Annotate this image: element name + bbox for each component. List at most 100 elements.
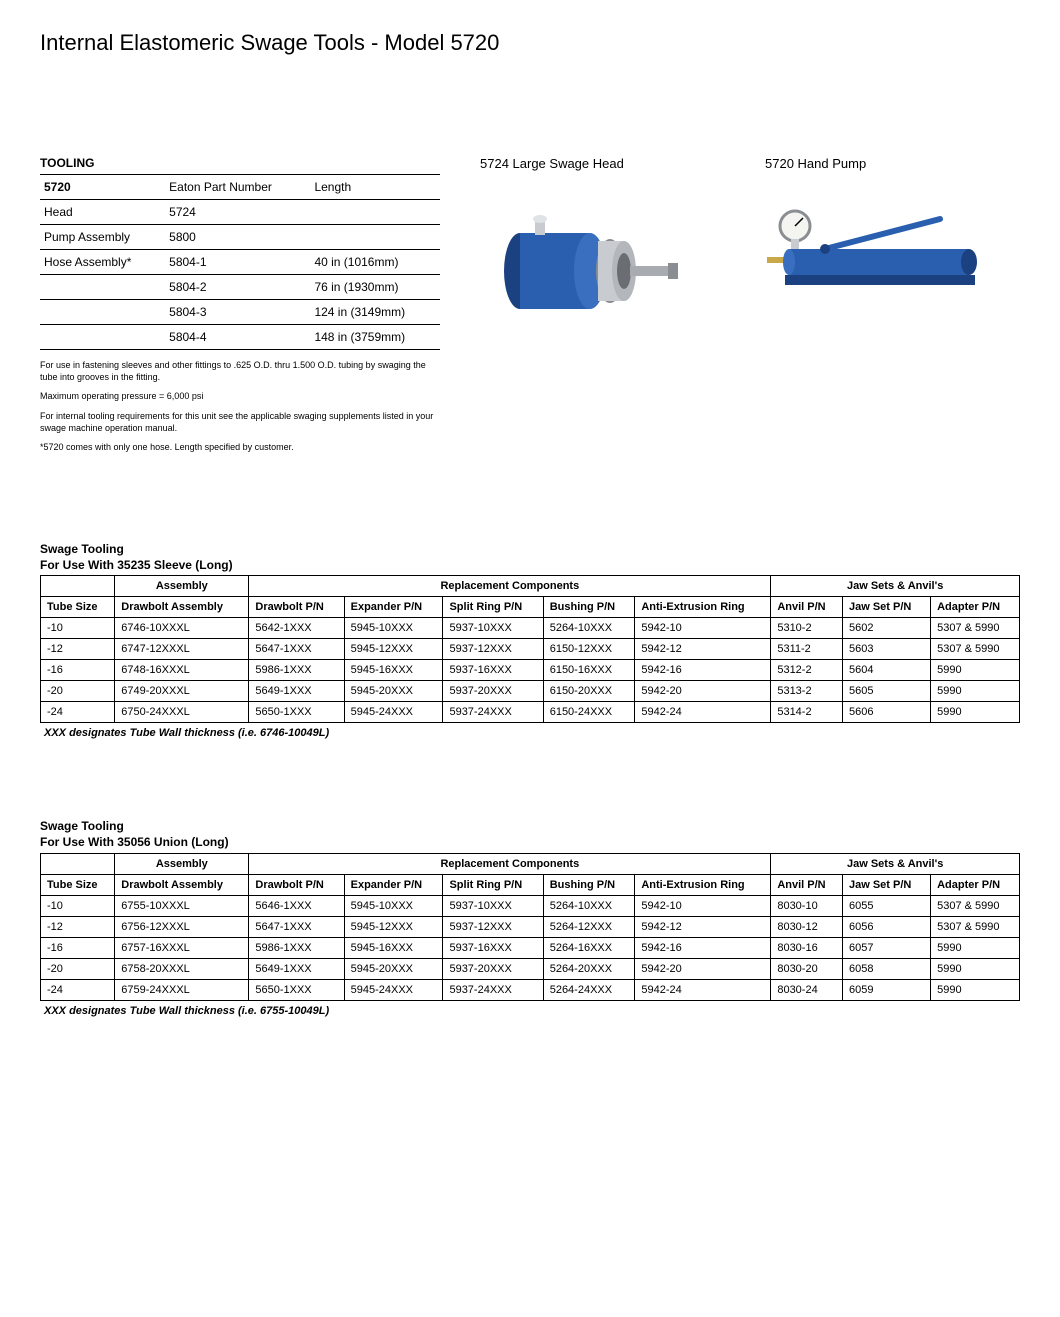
- data-cell: 5942-20: [635, 958, 771, 979]
- data-cell: 5937-12XXX: [443, 916, 543, 937]
- data-cell: 5605: [843, 681, 931, 702]
- data-cell: 5307 & 5990: [931, 639, 1020, 660]
- data-cell: 5945-24XXX: [344, 979, 443, 1000]
- group-header-cell: [41, 576, 115, 597]
- data-cell: 5603: [843, 639, 931, 660]
- tooling-cell: 148 in (3759mm): [310, 325, 440, 350]
- data-cell: 5264-24XXX: [543, 979, 635, 1000]
- data-cell: 5647-1XXX: [249, 916, 344, 937]
- data-cell: 5942-16: [635, 660, 771, 681]
- data-cell: 5310-2: [771, 618, 843, 639]
- column-header-cell: Anvil P/N: [771, 874, 843, 895]
- column-header-cell: Anti-Extrusion Ring: [635, 597, 771, 618]
- tooling-col-0: 5720: [40, 175, 165, 200]
- tooling-note: Maximum operating pressure = 6,000 psi: [40, 391, 440, 403]
- data-cell: 6756-12XXXL: [115, 916, 249, 937]
- data-cell: 5264-12XXX: [543, 916, 635, 937]
- data-cell: 6755-10XXXL: [115, 895, 249, 916]
- data-cell: 8030-20: [771, 958, 843, 979]
- data-cell: 5986-1XXX: [249, 660, 344, 681]
- tooling-table: 5720 Eaton Part Number Length Head5724Pu…: [40, 175, 440, 350]
- data-cell: 5945-20XXX: [344, 681, 443, 702]
- data-cell: 5942-24: [635, 702, 771, 723]
- data-cell: 5311-2: [771, 639, 843, 660]
- group-header-cell: Jaw Sets & Anvil's: [771, 853, 1020, 874]
- data-cell: 6059: [843, 979, 931, 1000]
- swage-subtitle: For Use With 35235 Sleeve (Long): [40, 558, 1020, 574]
- data-cell: 5604: [843, 660, 931, 681]
- data-cell: 6056: [843, 916, 931, 937]
- data-cell: 5606: [843, 702, 931, 723]
- data-cell: 5642-1XXX: [249, 618, 344, 639]
- tooling-cell: 5804-4: [165, 325, 310, 350]
- data-cell: 5942-16: [635, 937, 771, 958]
- data-cell: -20: [41, 681, 115, 702]
- data-cell: 5937-16XXX: [443, 660, 543, 681]
- data-cell: -20: [41, 958, 115, 979]
- data-cell: -16: [41, 660, 115, 681]
- data-cell: -24: [41, 702, 115, 723]
- data-cell: 5945-10XXX: [344, 895, 443, 916]
- data-cell: -10: [41, 618, 115, 639]
- group-header-cell: Replacement Components: [249, 853, 771, 874]
- swage-table: AssemblyReplacement ComponentsJaw Sets &…: [40, 575, 1020, 723]
- column-header-cell: Expander P/N: [344, 874, 443, 895]
- data-cell: 6150-12XXX: [543, 639, 635, 660]
- tooling-note: *5720 comes with only one hose. Length s…: [40, 442, 440, 454]
- data-cell: 5945-16XXX: [344, 660, 443, 681]
- data-cell: 5942-12: [635, 916, 771, 937]
- data-cell: 8030-16: [771, 937, 843, 958]
- group-header-cell: Jaw Sets & Anvil's: [771, 576, 1020, 597]
- group-header-cell: Replacement Components: [249, 576, 771, 597]
- column-header-cell: Anvil P/N: [771, 597, 843, 618]
- column-header-cell: Drawbolt Assembly: [115, 597, 249, 618]
- data-cell: 5937-10XXX: [443, 895, 543, 916]
- data-cell: 5937-12XXX: [443, 639, 543, 660]
- tooling-cell: 5724: [165, 200, 310, 225]
- data-cell: 6150-16XXX: [543, 660, 635, 681]
- column-header-cell: Jaw Set P/N: [843, 874, 931, 895]
- tooling-cell: Head: [40, 200, 165, 225]
- tooling-cell: 124 in (3149mm): [310, 300, 440, 325]
- column-header-cell: Split Ring P/N: [443, 874, 543, 895]
- data-cell: 5945-12XXX: [344, 639, 443, 660]
- data-cell: 5646-1XXX: [249, 895, 344, 916]
- data-cell: 5986-1XXX: [249, 937, 344, 958]
- data-cell: 8030-24: [771, 979, 843, 1000]
- column-header-cell: Tube Size: [41, 874, 115, 895]
- data-cell: -12: [41, 916, 115, 937]
- data-cell: 8030-10: [771, 895, 843, 916]
- data-cell: 5945-12XXX: [344, 916, 443, 937]
- page-title: Internal Elastomeric Swage Tools - Model…: [40, 30, 1020, 56]
- data-cell: 5307 & 5990: [931, 895, 1020, 916]
- data-cell: 5307 & 5990: [931, 916, 1020, 937]
- data-cell: 6759-24XXXL: [115, 979, 249, 1000]
- data-cell: 5942-12: [635, 639, 771, 660]
- data-cell: 6750-24XXXL: [115, 702, 249, 723]
- data-cell: 5313-2: [771, 681, 843, 702]
- data-cell: 5314-2: [771, 702, 843, 723]
- data-cell: 5945-24XXX: [344, 702, 443, 723]
- column-header-cell: Expander P/N: [344, 597, 443, 618]
- swage-title: Swage Tooling: [40, 819, 1020, 835]
- data-cell: 5602: [843, 618, 931, 639]
- column-header-cell: Adapter P/N: [931, 597, 1020, 618]
- swage-title: Swage Tooling: [40, 542, 1020, 558]
- tooling-cell: [40, 300, 165, 325]
- data-cell: 5990: [931, 660, 1020, 681]
- data-cell: 6058: [843, 958, 931, 979]
- column-header-cell: Bushing P/N: [543, 597, 635, 618]
- hand-pump-image: [765, 201, 995, 321]
- data-cell: 6746-10XXXL: [115, 618, 249, 639]
- swage-footnote: XXX designates Tube Wall thickness (i.e.…: [44, 727, 1020, 739]
- data-cell: 6757-16XXXL: [115, 937, 249, 958]
- data-cell: 6747-12XXXL: [115, 639, 249, 660]
- data-cell: 5307 & 5990: [931, 618, 1020, 639]
- data-cell: 8030-12: [771, 916, 843, 937]
- tooling-cell: [310, 225, 440, 250]
- tooling-cell: 5800: [165, 225, 310, 250]
- column-header-cell: Drawbolt P/N: [249, 874, 344, 895]
- data-cell: 5990: [931, 958, 1020, 979]
- tooling-cell: 5804-1: [165, 250, 310, 275]
- data-cell: 5990: [931, 979, 1020, 1000]
